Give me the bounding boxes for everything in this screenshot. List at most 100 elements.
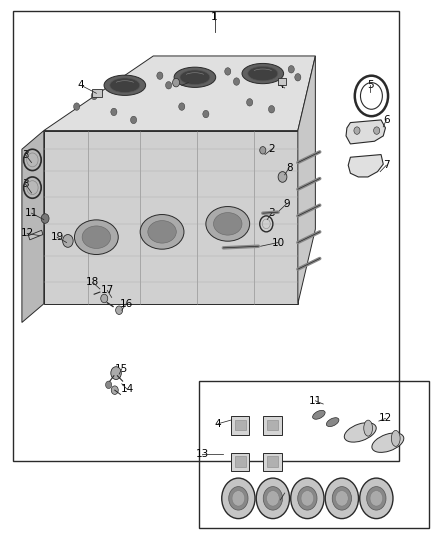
Circle shape bbox=[131, 116, 137, 124]
Text: 1: 1 bbox=[211, 12, 218, 22]
Text: 2: 2 bbox=[268, 144, 275, 154]
Text: 4: 4 bbox=[78, 80, 85, 90]
Circle shape bbox=[157, 72, 163, 79]
Circle shape bbox=[247, 99, 253, 106]
Circle shape bbox=[367, 487, 386, 510]
Circle shape bbox=[179, 103, 185, 110]
Polygon shape bbox=[346, 120, 385, 144]
Ellipse shape bbox=[326, 418, 339, 426]
Circle shape bbox=[325, 478, 358, 519]
Circle shape bbox=[263, 487, 283, 510]
Text: 14: 14 bbox=[120, 384, 134, 394]
Circle shape bbox=[111, 386, 118, 394]
Ellipse shape bbox=[392, 431, 400, 446]
Circle shape bbox=[116, 306, 123, 314]
Text: 19: 19 bbox=[50, 232, 64, 242]
Ellipse shape bbox=[82, 226, 110, 248]
Ellipse shape bbox=[248, 66, 278, 81]
Circle shape bbox=[173, 78, 180, 87]
Circle shape bbox=[267, 491, 279, 506]
Circle shape bbox=[370, 491, 383, 506]
Circle shape bbox=[298, 487, 317, 510]
Text: 3: 3 bbox=[277, 495, 284, 505]
Circle shape bbox=[63, 235, 73, 247]
Circle shape bbox=[256, 478, 290, 519]
Circle shape bbox=[225, 68, 231, 75]
Text: 12: 12 bbox=[379, 414, 392, 423]
Circle shape bbox=[354, 127, 360, 134]
Bar bbox=[263, 453, 282, 471]
Circle shape bbox=[360, 478, 393, 519]
Text: 13: 13 bbox=[196, 449, 209, 459]
Circle shape bbox=[229, 487, 248, 510]
Circle shape bbox=[101, 294, 108, 303]
Circle shape bbox=[260, 147, 266, 154]
Text: 8: 8 bbox=[286, 163, 293, 173]
Ellipse shape bbox=[364, 420, 372, 436]
Ellipse shape bbox=[372, 433, 404, 453]
Bar bbox=[13, 11, 399, 461]
Text: 17: 17 bbox=[101, 286, 114, 295]
Polygon shape bbox=[44, 56, 315, 131]
Circle shape bbox=[111, 367, 121, 379]
Bar bbox=[235, 420, 246, 431]
Ellipse shape bbox=[242, 63, 284, 84]
Text: 18: 18 bbox=[86, 278, 99, 287]
Polygon shape bbox=[44, 131, 298, 304]
Bar bbox=[278, 78, 286, 85]
Text: 11: 11 bbox=[25, 208, 38, 218]
Circle shape bbox=[203, 110, 209, 118]
Text: 12: 12 bbox=[21, 229, 34, 238]
Bar bbox=[267, 456, 278, 467]
Circle shape bbox=[374, 127, 380, 134]
Ellipse shape bbox=[104, 75, 145, 95]
Circle shape bbox=[278, 172, 287, 182]
Text: 9: 9 bbox=[283, 199, 290, 208]
Polygon shape bbox=[348, 155, 383, 177]
Bar bbox=[263, 416, 282, 435]
Bar bbox=[231, 453, 250, 471]
Text: 16: 16 bbox=[120, 299, 133, 309]
Text: 5: 5 bbox=[367, 80, 374, 90]
Text: 2: 2 bbox=[185, 78, 192, 87]
Circle shape bbox=[332, 487, 352, 510]
Circle shape bbox=[291, 478, 324, 519]
Circle shape bbox=[74, 103, 80, 110]
Circle shape bbox=[91, 92, 97, 100]
Ellipse shape bbox=[140, 215, 184, 249]
Text: 11: 11 bbox=[309, 396, 322, 406]
Ellipse shape bbox=[74, 220, 118, 255]
Circle shape bbox=[295, 74, 301, 81]
Circle shape bbox=[233, 78, 240, 85]
Polygon shape bbox=[28, 230, 43, 240]
Text: 4: 4 bbox=[215, 419, 222, 429]
Bar bbox=[92, 89, 102, 97]
Text: 4: 4 bbox=[277, 80, 284, 90]
Ellipse shape bbox=[148, 221, 176, 243]
Circle shape bbox=[268, 106, 275, 113]
Bar bbox=[267, 420, 278, 431]
Polygon shape bbox=[22, 131, 44, 322]
Text: 10: 10 bbox=[272, 238, 285, 247]
Ellipse shape bbox=[174, 67, 216, 87]
Circle shape bbox=[301, 491, 314, 506]
Ellipse shape bbox=[313, 410, 325, 419]
Text: 3: 3 bbox=[22, 150, 29, 159]
Text: 15: 15 bbox=[115, 364, 128, 374]
Text: 3: 3 bbox=[22, 179, 29, 189]
Ellipse shape bbox=[180, 70, 210, 85]
Circle shape bbox=[288, 66, 294, 73]
Ellipse shape bbox=[344, 423, 376, 442]
Ellipse shape bbox=[110, 78, 140, 93]
Ellipse shape bbox=[206, 207, 250, 241]
Polygon shape bbox=[298, 56, 315, 304]
Circle shape bbox=[222, 478, 255, 519]
Ellipse shape bbox=[214, 213, 242, 235]
Text: 3: 3 bbox=[268, 208, 275, 218]
Bar bbox=[199, 381, 429, 528]
Circle shape bbox=[41, 214, 49, 223]
Bar bbox=[231, 416, 250, 435]
Bar bbox=[235, 456, 246, 467]
Circle shape bbox=[232, 491, 245, 506]
Circle shape bbox=[166, 82, 172, 89]
